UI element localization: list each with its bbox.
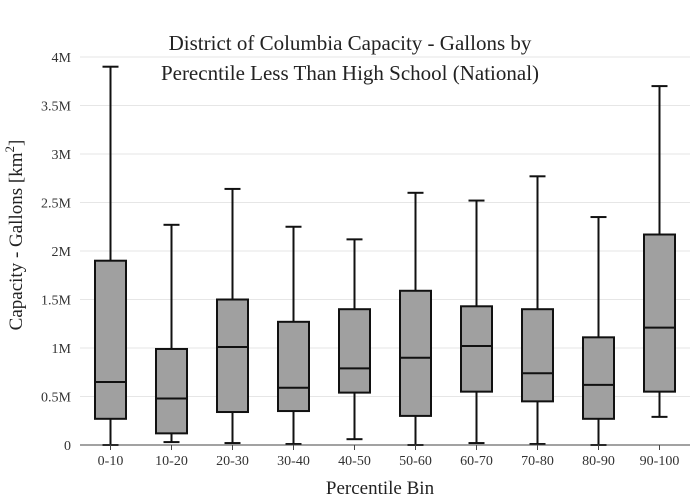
y-axis-title: Capacity - Gallons [km2] xyxy=(2,140,27,331)
box-30-40 xyxy=(277,225,310,446)
x-tick-label: 10-20 xyxy=(155,454,188,469)
y-tick-label: 1M xyxy=(52,342,72,357)
x-tick-label: 60-70 xyxy=(460,454,493,469)
box-20-30 xyxy=(216,187,249,445)
x-tick-label: 70-80 xyxy=(521,454,554,469)
box-60-70 xyxy=(460,199,493,445)
x-tick-label: 90-100 xyxy=(640,454,680,469)
y-tick-label: 1.5M xyxy=(41,294,72,309)
y-tick-label: 2M xyxy=(52,245,72,260)
y-tick-labels: 0 0.5M 1M 1.5M 2M 2.5M 3M 3.5M 4M xyxy=(41,51,72,454)
x-tick-label: 80-90 xyxy=(582,454,615,469)
chart-title-line-1: District of Columbia Capacity - Gallons … xyxy=(169,31,532,55)
x-tick-labels: 0-10 10-20 20-30 30-40 40-50 50-60 60-70 70-80 8… xyxy=(98,445,680,469)
x-axis-title: Percentile Bin xyxy=(326,478,435,499)
box-50-60 xyxy=(399,191,432,446)
box-80-90 xyxy=(582,216,615,446)
x-tick-label: 20-30 xyxy=(216,454,249,469)
x-tick-label: 0-10 xyxy=(98,454,124,469)
iqr-box xyxy=(155,347,188,435)
iqr-box xyxy=(521,308,554,403)
iqr-box xyxy=(277,320,310,413)
y-tick-label: 0 xyxy=(64,439,71,454)
iqr-box xyxy=(94,259,127,420)
y-axis-title-main: Capacity - Gallons [km xyxy=(6,152,27,330)
iqr-box xyxy=(399,289,432,417)
y-axis-title-superscript: 2 xyxy=(2,146,17,153)
y-tick-label: 0.5M xyxy=(41,391,72,406)
box-40-50 xyxy=(338,238,371,441)
y-tick-label: 4M xyxy=(52,51,72,66)
y-tick-label: 3.5M xyxy=(41,100,72,115)
x-tick-label: 30-40 xyxy=(277,454,310,469)
box-70-80 xyxy=(521,175,554,446)
iqr-box xyxy=(338,308,371,394)
iqr-box xyxy=(216,298,249,414)
box-10-20 xyxy=(155,223,188,444)
x-tick-label: 50-60 xyxy=(399,454,432,469)
box-0-10 xyxy=(94,65,127,446)
y-tick-label: 3M xyxy=(52,148,72,163)
iqr-box xyxy=(582,336,615,420)
y-axis-title-end: ] xyxy=(6,140,27,146)
iqr-box xyxy=(460,305,493,393)
box-90-100 xyxy=(643,85,676,418)
x-tick-label: 40-50 xyxy=(338,454,371,469)
box-layer xyxy=(94,65,676,446)
iqr-box xyxy=(643,233,676,393)
chart-title-line-2: Perecntile Less Than High School (Nation… xyxy=(161,61,539,85)
y-tick-label: 2.5M xyxy=(41,197,72,212)
